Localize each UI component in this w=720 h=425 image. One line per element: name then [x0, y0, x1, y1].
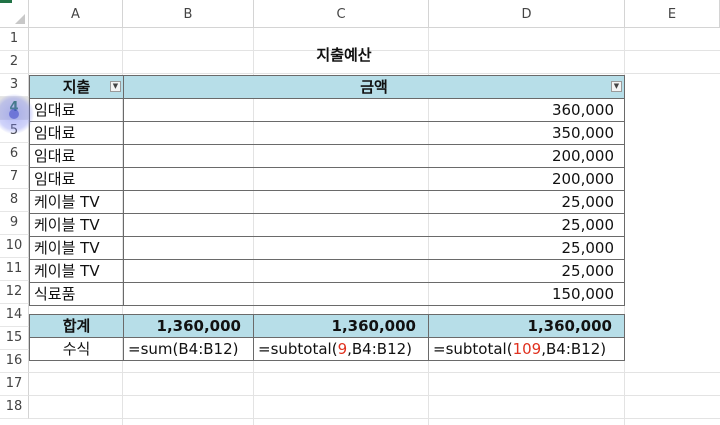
row-header[interactable]: 2 [0, 51, 29, 74]
row-header[interactable]: 10 [0, 235, 29, 258]
expense-label-cell[interactable]: 케이블 TV [29, 213, 124, 237]
amount-cell[interactable]: 200,000 [123, 144, 625, 168]
total-subtotal109-cell[interactable]: 1,360,000 [428, 314, 625, 338]
amount-cell[interactable]: 25,000 [123, 259, 625, 283]
expense-label-cell[interactable]: 임대료 [29, 167, 124, 191]
total-sum-cell[interactable]: 1,360,000 [123, 314, 254, 338]
column-header-a[interactable]: A [29, 0, 123, 28]
header-label: 지출 [62, 78, 91, 96]
row-header[interactable]: 14 [0, 304, 29, 327]
formula-label-cell[interactable]: 수식 [29, 337, 124, 361]
gridline [122, 28, 123, 425]
row-header[interactable]: 9 [0, 212, 29, 235]
expense-label-cell[interactable]: 임대료 [29, 98, 124, 122]
formula-text: ,B4:B12) [541, 340, 607, 358]
total-label-cell[interactable]: 합계 [29, 314, 124, 338]
total-subtotal9-cell[interactable]: 1,360,000 [253, 314, 429, 338]
gridline [428, 28, 429, 425]
expense-label-cell[interactable]: 식료품 [29, 282, 124, 306]
expense-label-cell[interactable]: 케이블 TV [29, 190, 124, 214]
formula-text: ,B4:B12) [347, 340, 413, 358]
header-label: 금액 [360, 78, 388, 96]
amount-cell[interactable]: 360,000 [123, 98, 625, 122]
expense-label-cell[interactable]: 임대료 [29, 144, 124, 168]
select-all-corner[interactable] [0, 0, 29, 28]
formula-sum-cell[interactable]: =sum(B4:B12) [123, 337, 254, 361]
gridline [253, 28, 254, 425]
filter-dropdown-icon[interactable]: ▼ [611, 81, 622, 92]
expense-label-cell[interactable]: 임대료 [29, 121, 124, 145]
function-arg-highlight: 9 [337, 340, 348, 358]
amount-cell[interactable]: 150,000 [123, 282, 625, 306]
gridline [29, 50, 720, 51]
formula-text: =subtotal( [258, 340, 338, 358]
select-all-triangle-icon [15, 14, 25, 24]
amount-cell[interactable]: 350,000 [123, 121, 625, 145]
sheet-title[interactable]: 지출예산 [316, 46, 372, 64]
row-header[interactable]: 17 [0, 373, 29, 396]
row-header[interactable]: 1 [0, 28, 29, 51]
filter-dropdown-icon[interactable]: ▼ [110, 81, 121, 92]
row-header[interactable]: 12 [0, 281, 29, 304]
amount-cell[interactable]: 200,000 [123, 167, 625, 191]
gridline [29, 418, 720, 419]
gridline [29, 372, 720, 373]
formula-text: =subtotal( [433, 340, 513, 358]
gridline [29, 395, 720, 396]
gridline [29, 73, 720, 74]
row-header[interactable]: 18 [0, 396, 29, 419]
row-header[interactable]: 15 [0, 327, 29, 350]
column-header-c[interactable]: C [254, 0, 429, 28]
row-header[interactable]: 6 [0, 143, 29, 166]
header-cell-expense[interactable]: 지출 ▼ [29, 75, 124, 99]
amount-cell[interactable]: 25,000 [123, 213, 625, 237]
column-header-b[interactable]: B [123, 0, 254, 28]
amount-cell[interactable]: 25,000 [123, 236, 625, 260]
expense-label-cell[interactable]: 케이블 TV [29, 259, 124, 283]
row-header[interactable]: 16 [0, 350, 29, 373]
expense-label-cell[interactable]: 케이블 TV [29, 236, 124, 260]
cursor-dot-icon [9, 109, 19, 119]
formula-subtotal109-cell[interactable]: =subtotal(109,B4:B12) [428, 337, 625, 361]
header-cell-amount[interactable]: 금액 ▼ [123, 75, 625, 99]
active-indicator [0, 0, 12, 3]
column-header-e[interactable]: E [625, 0, 720, 28]
amount-cell[interactable]: 25,000 [123, 190, 625, 214]
row-header[interactable]: 7 [0, 166, 29, 189]
row-header[interactable]: 11 [0, 258, 29, 281]
formula-subtotal9-cell[interactable]: =subtotal(9,B4:B12) [253, 337, 429, 361]
function-arg-highlight: 109 [512, 340, 542, 358]
row-header[interactable]: 8 [0, 189, 29, 212]
column-header-d[interactable]: D [429, 0, 625, 28]
